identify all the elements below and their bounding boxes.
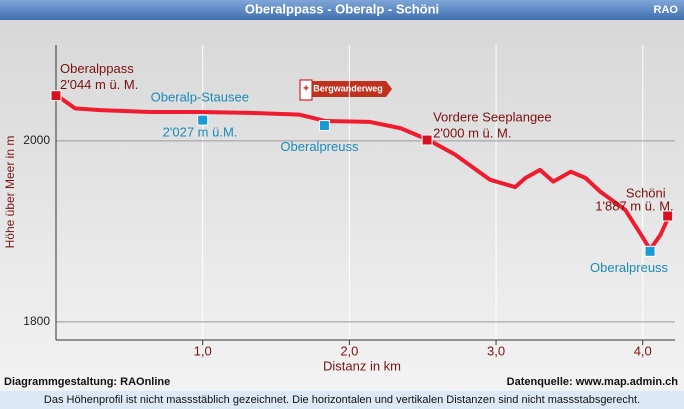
x-tick-label: 4,0 bbox=[634, 343, 652, 358]
credit: Diagrammgestaltung: RAOnline bbox=[4, 376, 170, 388]
waypoint-elevation: 2'044 m ü. M. bbox=[60, 77, 138, 92]
waypoint-name: Vordere Seeplangee bbox=[433, 109, 552, 124]
title-bar bbox=[0, 0, 684, 20]
y-tick-label: 1800 bbox=[23, 314, 50, 328]
waypoint-name: Oberalpreuss bbox=[280, 139, 359, 154]
sign-arrow bbox=[312, 81, 392, 97]
trail-sign: + Bergwanderweg bbox=[299, 79, 392, 101]
x-tick-label: 3,0 bbox=[487, 343, 505, 358]
y-axis-label: Höhe über Meer in m bbox=[3, 136, 17, 249]
waypoint-marker bbox=[644, 245, 656, 257]
profile-line bbox=[54, 92, 672, 252]
note-bar bbox=[0, 391, 684, 409]
waypoint-name: Oberalppass bbox=[60, 61, 134, 76]
waypoint-marker bbox=[318, 120, 330, 132]
waypoint-marker bbox=[197, 114, 209, 126]
y-tick-label: 2000 bbox=[23, 133, 50, 147]
x-tick-label: 1,0 bbox=[194, 343, 212, 358]
brand: RAO bbox=[654, 4, 679, 16]
x-tick-label: 2,0 bbox=[340, 343, 358, 358]
x-axis-label: Distanz in km bbox=[323, 358, 401, 373]
waypoint-elevation: 2'000 m ü. M. bbox=[433, 125, 511, 140]
sign-label: Bergwanderweg bbox=[313, 83, 383, 93]
waypoint-name: Schöni bbox=[626, 185, 666, 200]
waypoint-name: Oberalpreuss bbox=[590, 260, 669, 275]
source: Datenquelle: www.map.admin.ch bbox=[507, 376, 679, 388]
waypoint-name: Oberalp-Stausee bbox=[151, 90, 249, 105]
waypoint-elevation: 2'027 m ü.M. bbox=[163, 125, 238, 140]
waypoint-marker bbox=[421, 134, 433, 146]
chart-title: Oberalppass - Oberalp - Schöni bbox=[245, 1, 439, 16]
sign-icon: + bbox=[303, 84, 309, 95]
waypoint-elevation: 1'887 m ü. M. bbox=[595, 198, 673, 213]
note: Das Höhenprofil ist nicht massstäblich g… bbox=[44, 394, 640, 406]
waypoint-marker bbox=[50, 90, 62, 102]
waypoint-marker bbox=[662, 210, 674, 222]
